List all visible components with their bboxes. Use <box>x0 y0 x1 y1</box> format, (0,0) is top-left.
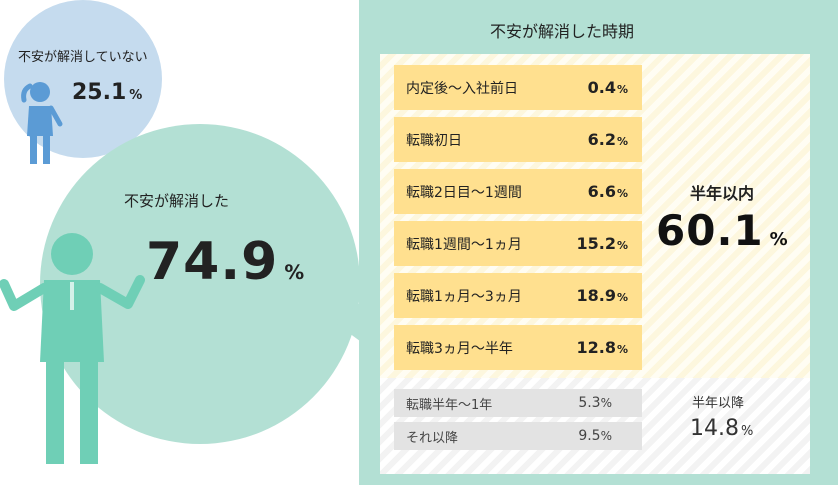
timing-row: 転職3ヵ月〜半年 12.8% <box>394 325 642 370</box>
later-row-label: それ以降 <box>406 430 459 446</box>
timing-row-label: 内定後〜入社前日 <box>406 80 518 97</box>
timing-row-label: 転職初日 <box>406 132 462 149</box>
row-number: 18.9 <box>576 286 616 305</box>
timing-row-value: 15.2% <box>576 234 628 253</box>
timing-row-label: 転職2日目〜1週間 <box>406 184 522 201</box>
within-half-year-value: 60.1% <box>656 206 789 255</box>
row-unit: % <box>616 343 628 356</box>
row-unit: % <box>616 239 628 252</box>
after-half-year-value: 14.8% <box>690 416 753 441</box>
row-number: 6.2 <box>587 130 616 149</box>
later-number: 9.5 <box>578 428 601 444</box>
after-unit: % <box>740 424 754 439</box>
later-number: 5.3 <box>578 395 601 411</box>
timing-row-value: 12.8% <box>576 338 628 357</box>
later-unit: % <box>600 429 612 443</box>
timing-row-label: 転職3ヵ月〜半年 <box>406 340 513 357</box>
unresolved-unit: % <box>129 88 143 103</box>
within-half-year-label: 半年以内 <box>690 184 755 203</box>
worried-person-icon <box>21 82 63 164</box>
resolved-value: 74.9% <box>146 232 305 292</box>
row-unit: % <box>616 291 628 304</box>
timing-row: 内定後〜入社前日 0.4% <box>394 65 642 110</box>
later-row-label: 転職半年〜1年 <box>406 397 493 413</box>
row-unit: % <box>616 83 628 96</box>
later-row: それ以降 9.5% <box>394 422 642 450</box>
timing-row: 転職初日 6.2% <box>394 117 642 162</box>
later-unit: % <box>600 396 612 410</box>
timing-row: 転職1ヵ月〜3ヵ月 18.9% <box>394 273 642 318</box>
timing-row-value: 0.4% <box>588 78 628 97</box>
speech-pointer <box>334 300 364 344</box>
unresolved-value: 25.1% <box>72 80 142 105</box>
timing-panel-title: 不安が解消した時期 <box>490 22 635 41</box>
later-row: 転職半年〜1年 5.3% <box>394 389 642 417</box>
resolved-number: 74.9 <box>146 232 279 292</box>
timing-row: 転職2日目〜1週間 6.6% <box>394 169 642 214</box>
row-number: 0.4 <box>587 78 616 97</box>
timing-row-value: 6.2% <box>588 130 628 149</box>
within-number: 60.1 <box>656 206 764 255</box>
row-unit: % <box>616 135 628 148</box>
happy-person-icon <box>0 233 145 464</box>
resolved-unit: % <box>284 261 306 284</box>
row-unit: % <box>616 187 628 200</box>
row-number: 6.6 <box>587 182 616 201</box>
within-unit: % <box>769 229 789 250</box>
row-number: 12.8 <box>576 338 616 357</box>
timing-row: 転職1週間〜1ヵ月 15.2% <box>394 221 642 266</box>
unresolved-number: 25.1 <box>72 80 127 105</box>
unresolved-label: 不安が解消していない <box>18 50 148 65</box>
later-row-value: 9.5% <box>578 428 612 444</box>
resolved-label: 不安が解消した <box>124 192 230 210</box>
timing-row-label: 転職1週間〜1ヵ月 <box>406 236 522 253</box>
timing-row-label: 転職1ヵ月〜3ヵ月 <box>406 288 522 305</box>
timing-row-value: 6.6% <box>588 182 628 201</box>
after-half-year-label: 半年以降 <box>692 396 745 411</box>
later-row-value: 5.3% <box>578 395 612 411</box>
timing-row-value: 18.9% <box>576 286 628 305</box>
row-number: 15.2 <box>576 234 616 253</box>
after-number: 14.8 <box>690 416 739 441</box>
